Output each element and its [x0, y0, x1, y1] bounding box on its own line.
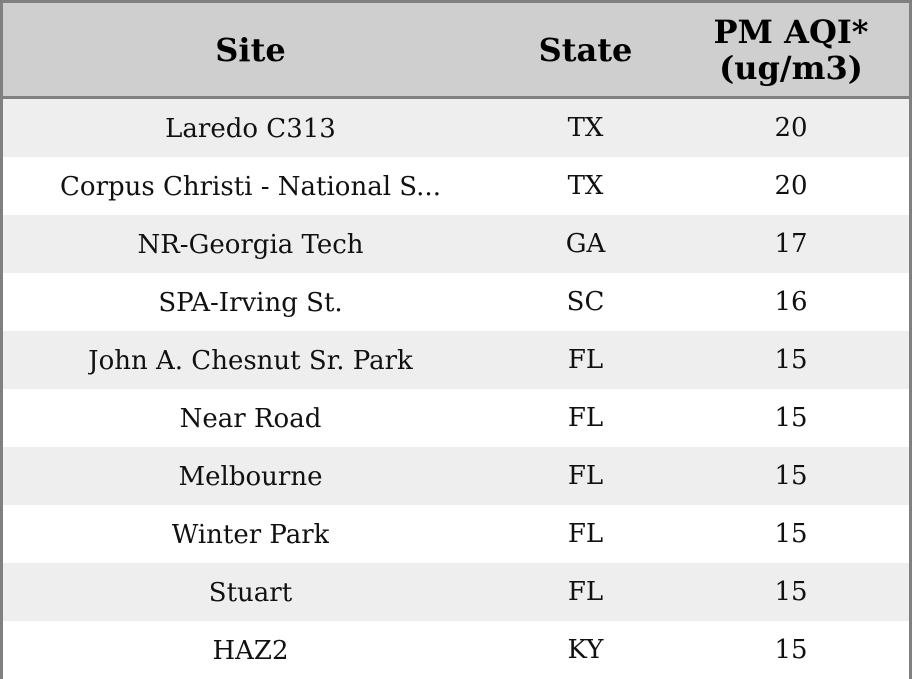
cell-pm-aqi: 20 [673, 97, 909, 157]
table-row: Winter Park FL 15 [3, 505, 909, 563]
table-row: Melbourne FL 15 [3, 447, 909, 505]
cell-site: HAZ2 [3, 621, 498, 679]
site-name: HAZ2 [212, 635, 289, 666]
cell-pm-aqi: 15 [673, 331, 909, 389]
site-name: John A. Chesnut Sr. Park [88, 345, 413, 376]
cell-pm-aqi: 15 [673, 447, 909, 505]
cell-site: Corpus Christi - National S... [3, 157, 498, 215]
cell-pm-aqi: 15 [673, 389, 909, 447]
table-row: Laredo C313 TX 20 [3, 97, 909, 157]
table-row: Corpus Christi - National S... TX 20 [3, 157, 909, 215]
site-name: Corpus Christi - National S... [60, 171, 441, 202]
cell-site: SPA-Irving St. [3, 273, 498, 331]
cell-state: FL [498, 563, 673, 621]
table-body: Laredo C313 TX 20 Corpus Christi - National… [3, 97, 909, 679]
cell-state: GA [498, 215, 673, 273]
header-row: Site State PM AQI* (ug/m3) [3, 3, 909, 99]
cell-site: Near Road [3, 389, 498, 447]
table-row: SPA-Irving St. SC 16 [3, 273, 909, 331]
cell-pm-aqi: 15 [673, 505, 909, 563]
header-pm-aqi: PM AQI* (ug/m3) [673, 3, 909, 99]
cell-state: KY [498, 621, 673, 679]
table-row: NR-Georgia Tech GA 17 [3, 215, 909, 273]
table-row: HAZ2 KY 15 [3, 621, 909, 679]
cell-state: FL [498, 447, 673, 505]
cell-pm-aqi: 15 [673, 563, 909, 621]
cell-site: Winter Park [3, 505, 498, 563]
cell-pm-aqi: 15 [673, 621, 909, 679]
cell-pm-aqi: 17 [673, 215, 909, 273]
cell-state: FL [498, 389, 673, 447]
pm-aqi-table: Site State PM AQI* (ug/m3) Laredo C313 TX… [3, 3, 909, 679]
table-row: Stuart FL 15 [3, 563, 909, 621]
cell-state: TX [498, 97, 673, 157]
cell-site: Laredo C313 [3, 97, 498, 157]
site-name: Winter Park [171, 519, 330, 550]
header-pm-aqi-line1: PM AQI* [713, 12, 869, 51]
header-site: Site [3, 3, 498, 99]
site-name: Stuart [208, 577, 293, 608]
cell-state: FL [498, 505, 673, 563]
table-header: Site State PM AQI* (ug/m3) [3, 3, 909, 99]
cell-pm-aqi: 16 [673, 273, 909, 331]
site-name: Laredo C313 [165, 113, 336, 144]
cell-site: Stuart [3, 563, 498, 621]
site-name: NR-Georgia Tech [137, 229, 364, 260]
cell-site: John A. Chesnut Sr. Park [3, 331, 498, 389]
header-state: State [498, 3, 673, 99]
cell-site: NR-Georgia Tech [3, 215, 498, 273]
table-row: John A. Chesnut Sr. Park FL 15 [3, 331, 909, 389]
cell-state: FL [498, 331, 673, 389]
cell-pm-aqi: 20 [673, 157, 909, 215]
site-name: Melbourne [178, 461, 323, 492]
site-name: Near Road [179, 403, 322, 434]
cell-state: TX [498, 157, 673, 215]
table-row: Near Road FL 15 [3, 389, 909, 447]
header-pm-aqi-line2: (ug/m3) [719, 48, 863, 87]
cell-site: Melbourne [3, 447, 498, 505]
site-name: SPA-Irving St. [158, 287, 343, 318]
cell-state: SC [498, 273, 673, 331]
